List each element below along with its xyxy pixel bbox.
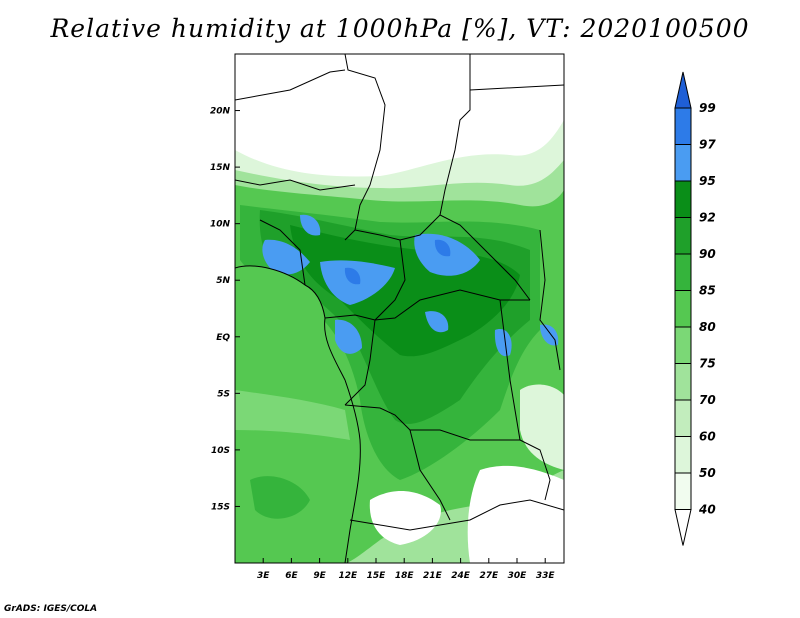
latitude-axis: 20N 15N 10N 5N EQ 5S 10S 15S	[210, 107, 240, 512]
lon-tick-label: 24E	[451, 571, 471, 581]
colorbar-segment	[675, 144, 691, 181]
lat-tick-label: 5S	[217, 389, 230, 399]
colorbar-segment	[675, 290, 691, 327]
colorbar-segment	[675, 473, 691, 510]
lon-tick-label: 15E	[367, 571, 387, 581]
colorbar-segment	[675, 217, 691, 254]
colorbar-bottom-arrow	[674, 509, 692, 546]
colorbar-segment	[675, 254, 691, 291]
lon-tick-label: 12E	[338, 571, 358, 581]
colorbar-segment	[675, 400, 691, 437]
lat-tick-label: 15N	[210, 163, 231, 173]
lon-tick-label: 30E	[508, 571, 528, 581]
colorbar-label: 40	[698, 503, 716, 517]
lat-tick-label: 20N	[210, 107, 231, 117]
lat-tick-label: 15S	[211, 502, 230, 512]
colorbar-segment	[675, 108, 691, 145]
lat-tick-label: EQ	[216, 333, 230, 343]
colorbar-segment	[675, 181, 691, 218]
colorbar-top-arrow	[674, 71, 692, 109]
lon-tick-label: 6E	[285, 571, 298, 581]
lat-tick-label: 5N	[216, 276, 230, 286]
lon-tick-label: 9E	[313, 571, 326, 581]
lon-tick-label: 3E	[257, 571, 270, 581]
colorbar-label: 99	[699, 101, 716, 115]
grads-credit: GrADS: IGES/COLA	[4, 604, 98, 614]
colorbar-segment	[675, 327, 691, 364]
longitude-axis: 3E 6E 9E 12E 15E 18E 21E 24E 27E 30E 33E	[257, 558, 555, 581]
lon-tick-label: 27E	[479, 571, 499, 581]
lon-tick-label: 18E	[395, 571, 415, 581]
colorbar-label: 70	[699, 393, 716, 407]
colorbar-label: 85	[699, 284, 716, 298]
colorbar-legend: 99 97 95 92 90 85 80 75 70 60 50 40	[674, 71, 716, 546]
map-frame	[234, 53, 565, 564]
lon-tick-label: 33E	[536, 571, 556, 581]
lat-tick-label: 10N	[210, 220, 231, 230]
lat-tick-label: 10S	[211, 446, 230, 456]
map-title: Relative humidity at 1000hPa [%], VT: 20…	[50, 14, 750, 43]
colorbar-label: 75	[699, 357, 716, 371]
colorbar-label: 95	[699, 174, 716, 188]
lon-tick-label: 21E	[423, 571, 443, 581]
colorbar-segment	[675, 436, 691, 473]
colorbar-label: 80	[699, 320, 716, 334]
colorbar-label: 90	[699, 247, 716, 261]
country-borders	[235, 54, 564, 563]
colorbar-label: 97	[699, 138, 716, 152]
colorbar-label: 50	[699, 466, 716, 480]
humidity-field	[235, 54, 564, 563]
colorbar-label: 92	[699, 211, 716, 225]
colorbar-label: 60	[699, 430, 716, 444]
colorbar-segment	[675, 363, 691, 400]
